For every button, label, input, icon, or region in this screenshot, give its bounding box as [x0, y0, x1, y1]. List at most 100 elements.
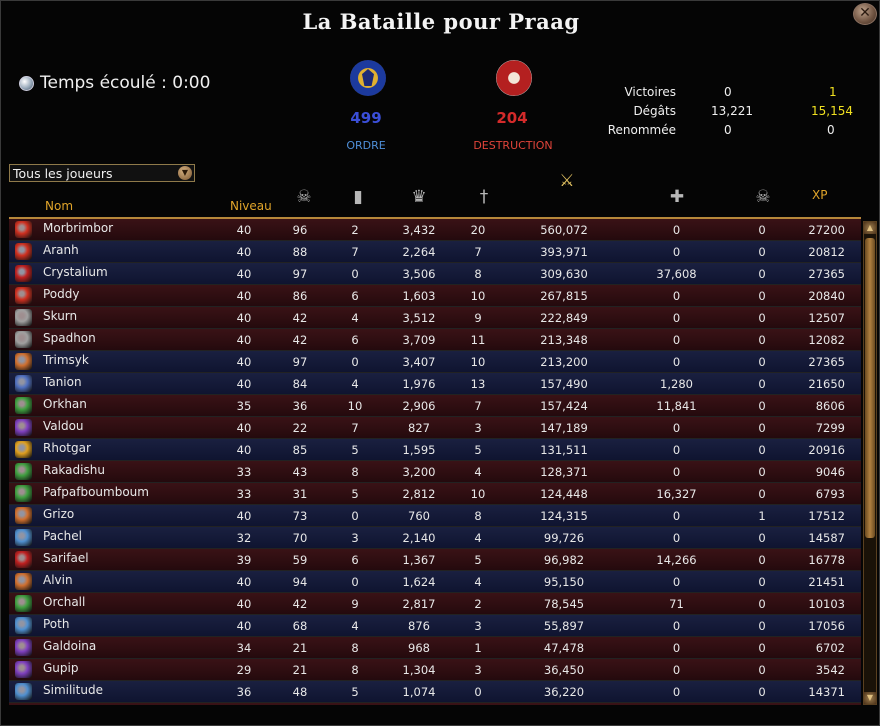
player-filter-dropdown[interactable]: Tous les joueurs ▼	[9, 164, 195, 182]
cell-renown: 1,595	[402, 443, 436, 457]
tombstone-icon[interactable]: ▮	[353, 187, 363, 207]
scroll-up-icon[interactable]: ▲	[864, 222, 876, 234]
cell-level: 40	[236, 311, 252, 325]
cell-xp: 27200	[808, 223, 845, 237]
crown-icon[interactable]: ♛	[411, 187, 427, 207]
cell-protect: 0	[758, 223, 766, 237]
cell-solo: 2	[474, 597, 482, 611]
skulls-icon[interactable]: ☠	[296, 187, 312, 207]
table-row[interactable]: Grizo 40 73 0 760 8 124,315 0 1 17512	[9, 505, 861, 527]
cell-kills: 36	[292, 399, 308, 413]
cell-xp: 12507	[808, 311, 845, 325]
table-row[interactable]: Crystalium 40 97 0 3,506 8 309,630 37,608 0 27365	[9, 263, 861, 285]
player-table: Morbrimbor 40 96 2 3,432 20 560,072 0 0 27200 Aran…	[9, 219, 861, 705]
table-row[interactable]: Trimsyk 40 97 0 3,407 10 213,200 0 0 27365	[9, 351, 861, 373]
scroll-down-icon[interactable]: ▼	[864, 692, 876, 704]
table-row[interactable]: Pachel 32 70 3 2,140 4 99,726 0 0 14587	[9, 527, 861, 549]
window-title: La Bataille pour Praag	[302, 9, 580, 34]
cell-heal: 0	[672, 223, 681, 237]
table-row[interactable]: Skurn 40 42 4 3,512 9 222,849 0 0 12507	[9, 307, 861, 329]
column-xp[interactable]: XP	[812, 188, 828, 202]
cell-xp: 7299	[815, 421, 845, 435]
cell-level: 40	[236, 223, 252, 237]
table-row[interactable]: Valdou 40 22 7 827 3 147,189 0 0 7299	[9, 417, 861, 439]
table-row[interactable]: Orchall 40 42 9 2,817 2 78,545 71 0 10103	[9, 593, 861, 615]
death-skull-icon[interactable]: ☠	[755, 187, 771, 207]
table-row[interactable]: Spadhon 40 42 6 3,709 11 213,348 0 0 12082	[9, 329, 861, 351]
table-row[interactable]: Pafpafboumboum 33 31 5 2,812 10 124,448 16,327 0…	[9, 483, 861, 505]
player-name: Tanion	[43, 375, 82, 389]
scrollbar[interactable]: ▲ ▼	[863, 221, 877, 705]
summary-label: Renommée	[607, 123, 676, 137]
scroll-thumb[interactable]	[865, 238, 875, 538]
cell-heal: 1,280	[660, 377, 693, 391]
cell-xp: 17512	[808, 509, 845, 523]
table-row[interactable]: Morbrimbor 40 96 2 3,432 20 560,072 0 0 27200	[9, 219, 861, 241]
table-row[interactable]: Alvin 40 94 0 1,624 4 95,150 0 0 21451	[9, 571, 861, 593]
table-row[interactable]: Gupip 29 21 8 1,304 3 36,450 0 0 3542	[9, 659, 861, 681]
table-row[interactable]: Orkhan 35 36 10 2,906 7 157,424 11,841 0 8606	[9, 395, 861, 417]
table-row[interactable]: Similitude 36 48 5 1,074 0 36,220 0 0 14371	[9, 681, 861, 703]
career-icon	[15, 221, 32, 238]
table-row[interactable]: Poth 40 68 4 876 3 55,897 0 0 17056	[9, 615, 861, 637]
table-row[interactable]: Rakadishu 33 43 8 3,200 4 128,371 0 0 9046	[9, 461, 861, 483]
cell-deaths: 4	[351, 311, 359, 325]
column-level[interactable]: Niveau	[230, 199, 272, 213]
table-row[interactable]: Poddy 40 86 6 1,603 10 267,815 0 0 20840	[9, 285, 861, 307]
cell-damage: 131,511	[540, 443, 588, 457]
cell-level: 40	[236, 289, 252, 303]
player-name: Orchall	[43, 595, 86, 609]
table-row[interactable]: Galdoina 34 21 8 968 1 47,478 0 0 6702	[9, 637, 861, 659]
damage-icon[interactable]: ⚔	[559, 171, 575, 191]
player-name: Poth	[43, 617, 70, 631]
cell-kills: 97	[292, 355, 308, 369]
cell-kills: 84	[292, 377, 308, 391]
cell-solo: 13	[470, 377, 486, 391]
career-icon	[15, 529, 32, 546]
cell-deaths: 4	[351, 377, 359, 391]
cell-heal: 0	[672, 663, 681, 677]
cell-protect: 0	[758, 333, 766, 347]
cell-damage: 55,897	[543, 619, 585, 633]
elapsed-time: Temps écoulé : 0:00	[19, 73, 210, 93]
cell-xp: 27365	[808, 267, 845, 281]
cell-kills: 86	[292, 289, 308, 303]
cell-solo: 3	[474, 619, 482, 633]
chevron-down-icon[interactable]: ▼	[178, 166, 192, 180]
cell-heal: 0	[672, 575, 681, 589]
order-score: 499	[350, 109, 382, 127]
cell-deaths: 5	[351, 487, 359, 501]
cell-renown: 1,624	[402, 575, 436, 589]
cell-renown: 3,512	[402, 311, 436, 325]
column-name[interactable]: Nom	[45, 199, 74, 213]
sword-icon[interactable]: †	[479, 187, 489, 207]
cell-deaths: 0	[351, 509, 359, 523]
cell-level: 40	[236, 575, 252, 589]
summary-order-value: 0	[724, 123, 732, 137]
heal-plus-icon[interactable]: ✚	[669, 187, 685, 207]
cell-protect: 0	[758, 663, 766, 677]
cell-solo: 7	[474, 245, 482, 259]
cell-heal: 0	[672, 531, 681, 545]
career-icon	[15, 397, 32, 414]
cell-protect: 0	[758, 355, 766, 369]
cell-protect: 0	[758, 267, 766, 281]
cell-damage: 147,189	[540, 421, 588, 435]
cell-deaths: 5	[351, 685, 359, 699]
cell-level: 39	[236, 553, 252, 567]
close-icon[interactable]: ✕	[853, 3, 877, 25]
cell-heal: 37,608	[656, 267, 697, 281]
table-row[interactable]: Sarifael 39 59 6 1,367 5 96,982 14,266 0 16778	[9, 549, 861, 571]
cell-level: 40	[236, 421, 252, 435]
table-row[interactable]: Tanion 40 84 4 1,976 13 157,490 1,280 0 21650	[9, 373, 861, 395]
cell-deaths: 0	[351, 355, 359, 369]
cell-damage: 78,545	[543, 597, 585, 611]
table-row[interactable]: Aranh 40 88 7 2,264 7 393,971 0 0 20812	[9, 241, 861, 263]
cell-heal: 16,327	[656, 487, 697, 501]
cell-heal: 11,841	[656, 399, 697, 413]
cell-kills: 42	[292, 597, 308, 611]
career-icon	[15, 287, 32, 304]
table-row[interactable]: Padou404332,387134,352242,931010639	[9, 703, 861, 705]
table-row[interactable]: Rhotgar 40 85 5 1,595 5 131,511 0 0 20916	[9, 439, 861, 461]
player-name: Alvin	[43, 573, 73, 587]
